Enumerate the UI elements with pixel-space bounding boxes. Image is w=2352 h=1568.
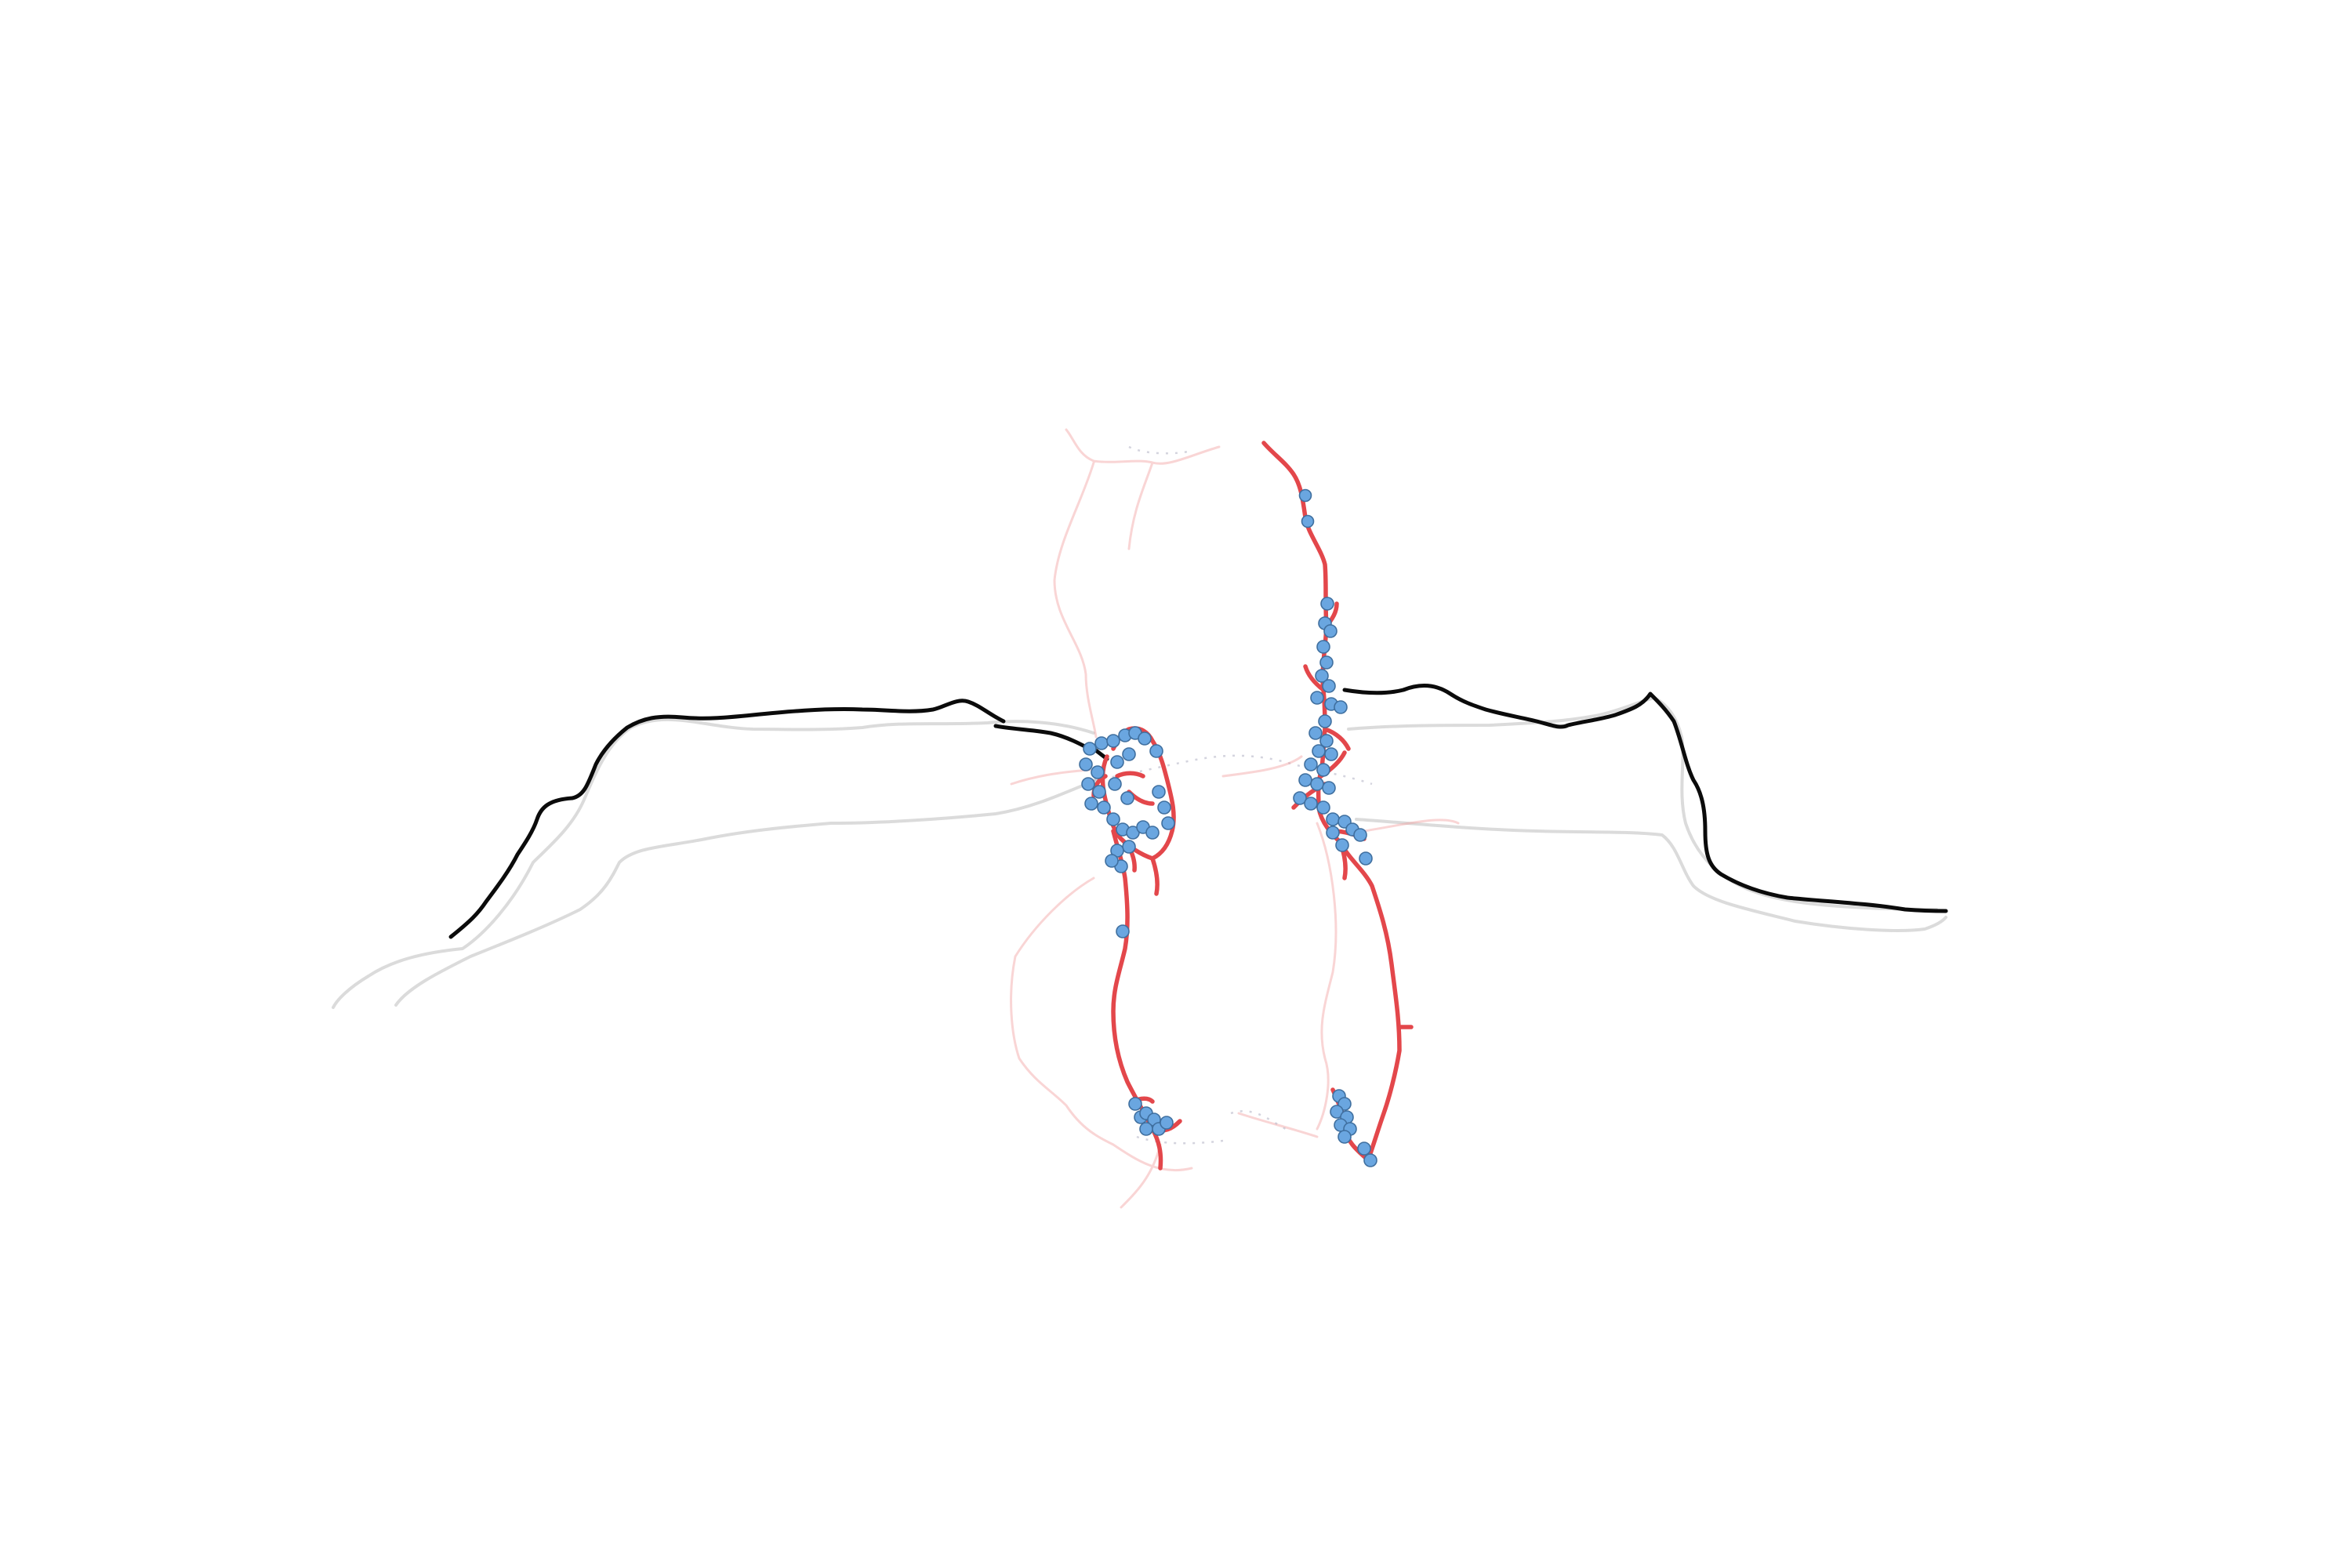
ghost-partner-neurons [332,696,1947,1009]
synapse [1335,838,1349,852]
synapse [1308,726,1323,740]
synapse [1315,669,1329,683]
ghost-red-upper-loop [1053,428,1221,739]
synapse [1310,777,1324,791]
synapse [1293,791,1307,805]
synapse [1122,747,1136,761]
synapse [1108,777,1122,791]
synapse [1128,1097,1142,1111]
synapse [1322,781,1336,795]
dark-track-right [1342,684,1948,913]
synapse [1298,488,1312,503]
synapse [1161,816,1175,830]
synapse [1338,1130,1352,1144]
dark-partner-neuron [448,684,1948,939]
synapse [1097,800,1111,815]
synapse [1316,800,1330,815]
synapse [1139,1122,1153,1136]
synapse [1110,755,1124,769]
synapse [1323,624,1338,638]
synapse [1120,791,1134,805]
synapse [1304,797,1318,811]
synapse [1326,812,1340,826]
red-neuron-right-branch-2 [1303,601,1351,880]
synapse [1324,747,1338,761]
highlighted-neuron [1091,441,1414,1171]
synapse [1106,812,1120,826]
ghost-track-left-upper [332,717,1095,1009]
synapse [1326,826,1340,840]
synapse [1316,763,1330,777]
ghost-red-center [1010,755,1319,1138]
synapse [1079,757,1093,771]
synapse [1318,714,1332,728]
synapse [1310,691,1324,705]
ghost-track-right-lower [1355,818,1947,932]
synapse [1312,744,1326,758]
synapse [1357,1142,1371,1156]
synapse [1301,514,1315,528]
synapse [1319,734,1334,748]
synapse [1160,1116,1174,1130]
synapse [1122,840,1136,854]
red-neuron-right-main [1261,441,1402,1163]
ghost-red-lower-loop [1010,877,1193,1209]
synapse [1081,777,1095,791]
synapse [1094,736,1109,750]
synapse [1092,785,1106,799]
synapse [1334,700,1348,714]
synapse [1322,679,1336,693]
synapse-markers [1079,488,1377,1167]
synapse [1363,1153,1377,1167]
ghost-red-small-tufts [1128,445,1287,1145]
synapse [1316,640,1330,654]
synapse [1359,851,1373,866]
synapse [1138,731,1152,746]
ghost-track-right-upper [1347,696,1938,911]
synapse [1320,597,1334,611]
synapse [1152,785,1166,799]
synapse [1084,797,1098,811]
synapse [1091,765,1105,779]
synapse [1106,734,1120,748]
synapse [1105,854,1119,868]
red-neuron-right-branch-1 [1291,750,1414,1163]
synapse [1149,744,1163,758]
synapse [1353,828,1367,842]
synapse [1145,826,1160,840]
synapse [1319,655,1334,670]
synapse [1304,757,1318,771]
synapse [1298,773,1312,787]
synapse [1116,924,1130,938]
ghost-track-left-lower [394,775,1107,1007]
ghost-red-neurons [1010,428,1460,1209]
synapse [1083,742,1097,756]
synapse [1157,800,1171,815]
ghost-red-right-branch [1316,818,1460,1131]
dark-track-left [448,699,1096,939]
